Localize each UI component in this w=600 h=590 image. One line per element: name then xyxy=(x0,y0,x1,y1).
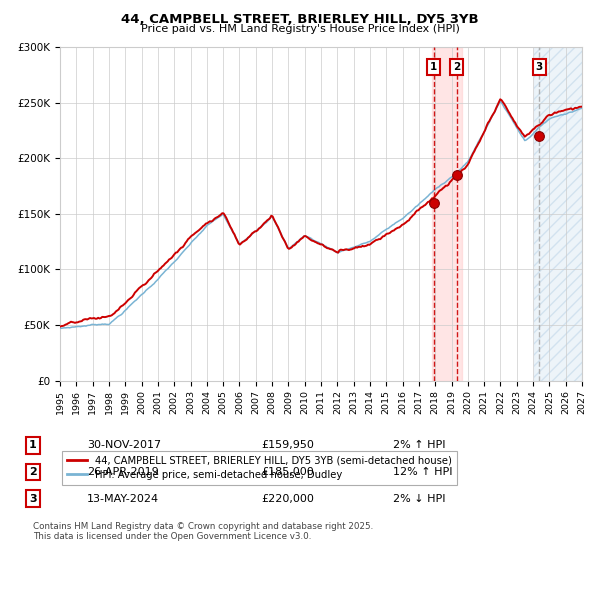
HPI: Average price, semi-detached house, Dudley: (2.02e+03, 2.36e+05): Average price, semi-detached house, Dudl… xyxy=(508,114,515,122)
HPI: Average price, semi-detached house, Dudley: (2.01e+03, 1.19e+05): Average price, semi-detached house, Dudl… xyxy=(325,244,332,251)
HPI: Average price, semi-detached house, Dudley: (2.02e+03, 2.51e+05): Average price, semi-detached house, Dudl… xyxy=(497,98,504,105)
HPI: Average price, semi-detached house, Dudley: (2e+03, 5.03e+04): Average price, semi-detached house, Dudl… xyxy=(91,321,98,328)
HPI: Average price, semi-detached house, Dudley: (2.03e+03, 2.45e+05): Average price, semi-detached house, Dudl… xyxy=(578,105,586,112)
Text: 3: 3 xyxy=(535,62,543,72)
44, CAMPBELL STREET, BRIERLEY HILL, DY5 3YB (semi-detached house) xyxy=(91,314,98,322)
HPI: Average price, semi-detached house, Dudley: (2e+03, 4.7e+04): Average price, semi-detached house, Dudl… xyxy=(56,324,64,332)
44, CAMPBELL STREET, BRIERLEY HILL, DY5 3YB (semi-detached house) xyxy=(74,319,82,326)
Text: Contains HM Land Registry data © Crown copyright and database right 2025.: Contains HM Land Registry data © Crown c… xyxy=(33,522,373,531)
Text: Price paid vs. HM Land Registry's House Price Index (HPI): Price paid vs. HM Land Registry's House … xyxy=(140,24,460,34)
44, CAMPBELL STREET, BRIERLEY HILL, DY5 3YB (semi-detached house) xyxy=(428,195,436,202)
Legend: 44, CAMPBELL STREET, BRIERLEY HILL, DY5 3YB (semi-detached house), HPI: Average : 44, CAMPBELL STREET, BRIERLEY HILL, DY5 … xyxy=(62,451,457,484)
44, CAMPBELL STREET, BRIERLEY HILL, DY5 3YB (semi-detached house) xyxy=(508,113,515,120)
Text: 26-APR-2019: 26-APR-2019 xyxy=(87,467,159,477)
Text: 12% ↑ HPI: 12% ↑ HPI xyxy=(393,467,452,477)
Text: 30-NOV-2017: 30-NOV-2017 xyxy=(87,441,161,450)
44, CAMPBELL STREET, BRIERLEY HILL, DY5 3YB (semi-detached house) xyxy=(578,103,586,110)
Line: HPI: Average price, semi-detached house, Dudley: HPI: Average price, semi-detached house,… xyxy=(60,101,582,328)
Text: 2% ↑ HPI: 2% ↑ HPI xyxy=(393,441,445,450)
HPI: Average price, semi-detached house, Dudley: (2.03e+03, 2.44e+05): Average price, semi-detached house, Dudl… xyxy=(575,106,583,113)
HPI: Average price, semi-detached house, Dudley: (2.02e+03, 1.69e+05): Average price, semi-detached house, Dudl… xyxy=(428,189,436,196)
44, CAMPBELL STREET, BRIERLEY HILL, DY5 3YB (semi-detached house) xyxy=(497,96,504,103)
Text: 2% ↓ HPI: 2% ↓ HPI xyxy=(393,494,445,503)
44, CAMPBELL STREET, BRIERLEY HILL, DY5 3YB (semi-detached house) xyxy=(325,245,332,252)
Text: This data is licensed under the Open Government Licence v3.0.: This data is licensed under the Open Gov… xyxy=(33,532,311,541)
Text: 1: 1 xyxy=(430,62,437,72)
44, CAMPBELL STREET, BRIERLEY HILL, DY5 3YB (semi-detached house) xyxy=(575,103,583,110)
Bar xyxy=(534,47,582,381)
Bar xyxy=(534,47,582,381)
Text: 44, CAMPBELL STREET, BRIERLEY HILL, DY5 3YB: 44, CAMPBELL STREET, BRIERLEY HILL, DY5 … xyxy=(121,13,479,26)
Text: 1: 1 xyxy=(29,441,37,450)
Text: £159,950: £159,950 xyxy=(261,441,314,450)
44, CAMPBELL STREET, BRIERLEY HILL, DY5 3YB (semi-detached house) xyxy=(56,323,64,330)
HPI: Average price, semi-detached house, Dudley: (2e+03, 4.86e+04): Average price, semi-detached house, Dudl… xyxy=(74,323,82,330)
Text: £220,000: £220,000 xyxy=(261,494,314,503)
Text: £185,000: £185,000 xyxy=(261,467,314,477)
Line: 44, CAMPBELL STREET, BRIERLEY HILL, DY5 3YB (semi-detached house): 44, CAMPBELL STREET, BRIERLEY HILL, DY5 … xyxy=(60,99,582,327)
Text: 3: 3 xyxy=(29,494,37,503)
Bar xyxy=(432,47,461,381)
Text: 13-MAY-2024: 13-MAY-2024 xyxy=(87,494,159,503)
Text: 2: 2 xyxy=(453,62,460,72)
Text: 2: 2 xyxy=(29,467,37,477)
